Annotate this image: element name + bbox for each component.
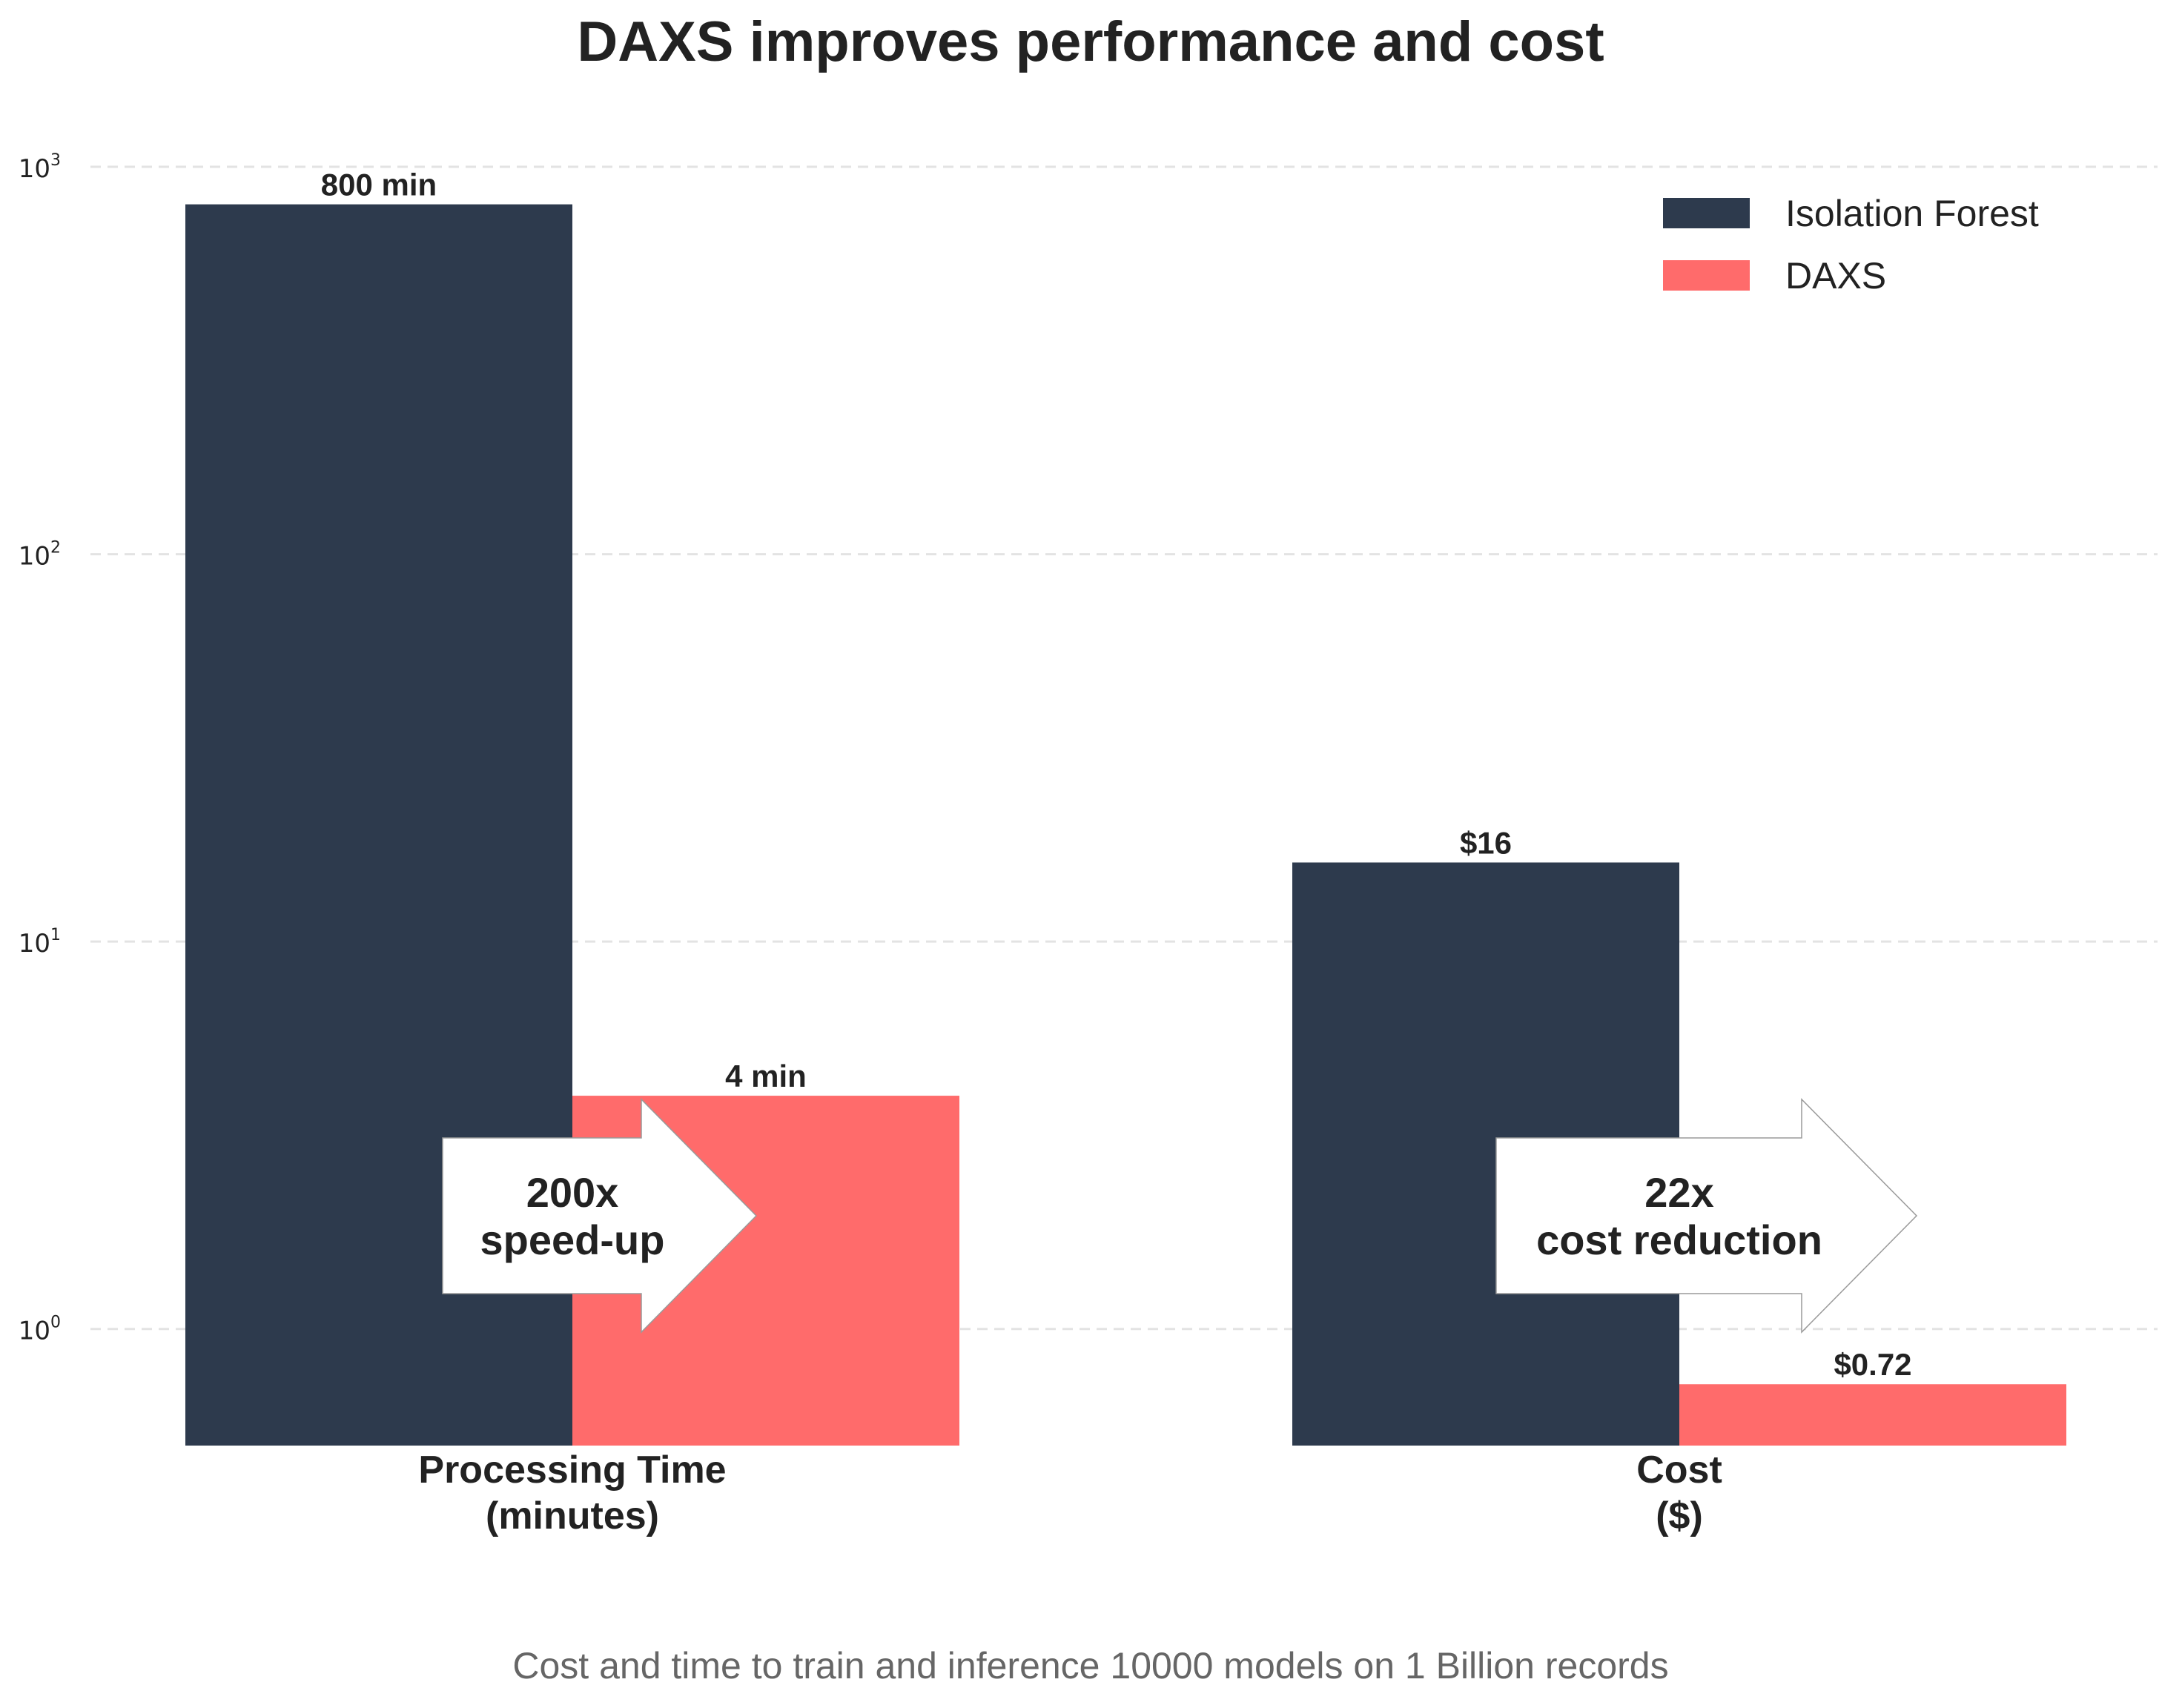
y-tick-label: 103: [19, 151, 61, 184]
legend-swatch: [1663, 260, 1750, 291]
annotation-text: 22x: [1644, 1169, 1713, 1216]
annotation-arrow: [1495, 1098, 1918, 1334]
legend-swatch: [1663, 198, 1750, 228]
annotation-text: 200x: [526, 1169, 619, 1216]
bar-value-label: 800 min: [321, 168, 437, 202]
x-tick-label: (minutes): [486, 1494, 659, 1537]
chart-footnote: Cost and time to train and inference 100…: [512, 1645, 1668, 1687]
legend: Isolation Forest DAXS: [1663, 193, 2039, 297]
x-tick-label: Cost: [1636, 1449, 1722, 1492]
legend-label: DAXS: [1785, 255, 1886, 297]
annotation-text: cost reduction: [1536, 1217, 1822, 1263]
x-tick-label: Processing Time: [418, 1449, 726, 1492]
bar-value-label: $0.72: [1834, 1347, 1911, 1382]
x-tick-label: ($): [1656, 1494, 1703, 1537]
y-tick-label: 102: [19, 539, 61, 572]
x-axis-labels: Processing Time(minutes) Cost($): [418, 1449, 1722, 1537]
value-labels: 800 min $16 4 min $0.72: [321, 168, 1912, 1383]
bar-value-label: 4 min: [725, 1059, 807, 1093]
bar: [1679, 1384, 2066, 1446]
bar-value-label: $16: [1460, 825, 1512, 860]
annotation-text: speed-up: [480, 1217, 665, 1263]
y-axis-ticks: 100 101 102 103: [19, 151, 61, 1346]
legend-label: Isolation Forest: [1785, 193, 2039, 234]
chart-title: DAXS improves performance and cost: [577, 10, 1604, 73]
y-tick-label: 101: [19, 926, 61, 959]
annotation-arrow: [442, 1098, 758, 1334]
y-tick-label: 100: [19, 1314, 61, 1346]
